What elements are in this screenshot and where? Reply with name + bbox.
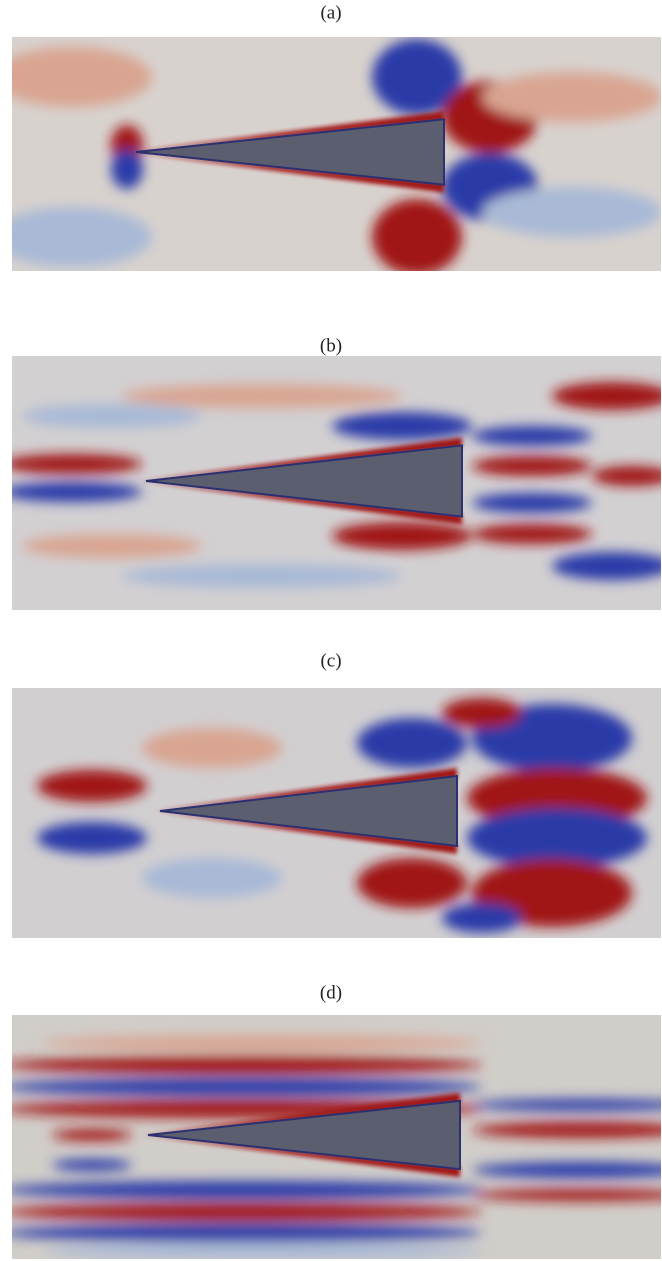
lobe — [442, 903, 522, 933]
lobe — [467, 808, 647, 868]
lobe — [22, 534, 202, 558]
lobe — [42, 1035, 482, 1051]
lobe — [2, 1224, 482, 1242]
lobe — [2, 482, 142, 502]
panel-label: (d) — [320, 982, 342, 1003]
lobe — [37, 770, 147, 802]
lobe — [2, 1056, 482, 1074]
panel-label: (b) — [320, 335, 342, 356]
lobe — [2, 1203, 482, 1221]
lobe — [472, 493, 592, 513]
lobe — [357, 858, 467, 908]
lobe — [442, 698, 522, 728]
panel-label: (a) — [320, 2, 341, 23]
panel-label: (c) — [320, 650, 341, 671]
lobe — [142, 858, 282, 898]
field-plot — [0, 37, 662, 275]
field-plot — [12, 688, 661, 938]
lobe — [52, 1159, 132, 1171]
lobe — [142, 728, 282, 768]
field-plot — [2, 1015, 662, 1259]
lobe — [2, 1181, 482, 1199]
lobe — [482, 72, 662, 122]
lobe — [372, 199, 462, 275]
field-plot — [2, 356, 662, 610]
lobe — [482, 187, 662, 237]
lobe — [332, 412, 472, 440]
lobe — [472, 456, 592, 476]
lobe — [2, 454, 142, 474]
lobe — [357, 718, 467, 768]
lobe — [122, 384, 402, 408]
lobe — [122, 564, 402, 588]
lobe — [52, 1129, 132, 1141]
lobe — [111, 149, 143, 189]
lobe — [2, 1078, 482, 1096]
lobe — [42, 1243, 482, 1259]
figure: (a) (b) (c) (d) — [0, 0, 662, 1261]
lobe — [37, 822, 147, 854]
lobe — [472, 426, 592, 446]
lobe — [472, 524, 592, 544]
lobe — [332, 522, 472, 550]
lobe — [22, 404, 202, 428]
